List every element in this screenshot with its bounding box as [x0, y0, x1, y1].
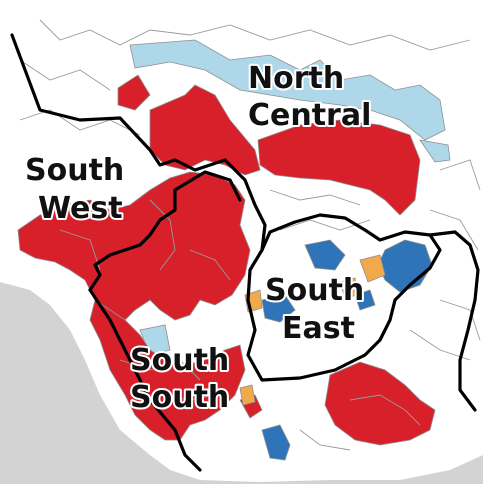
lga-dark-blue: [261, 424, 291, 461]
south-east-boundary: [246, 213, 442, 382]
label-south-south-line1: South: [130, 343, 229, 378]
label-south-west-line2: West: [38, 191, 123, 226]
lga-dark-blue: [304, 239, 346, 271]
label-south-west-line1: South: [25, 153, 124, 188]
lga-red: [324, 361, 436, 446]
south-west-boundary: [10, 33, 267, 252]
lga-red: [149, 84, 261, 176]
lga-orange: [359, 254, 386, 283]
lga-red: [89, 299, 246, 441]
lga-red: [257, 119, 421, 216]
lga-dark-blue: [354, 289, 376, 311]
lga-orange: [339, 277, 359, 299]
label-south-south-line2: South: [130, 380, 229, 415]
south-south-west-edge: [88, 288, 202, 472]
lga-light-blue: [419, 139, 451, 163]
region-labels: North Central South West South East Sout…: [23, 59, 373, 417]
lga-orange: [239, 384, 256, 406]
label-south-east-line1: South: [265, 273, 364, 308]
lga-red: [117, 74, 151, 111]
lga-light-blue: [129, 39, 446, 141]
label-north-central-line1: North: [248, 61, 344, 96]
south-south-boundary: [88, 170, 242, 292]
south-south-east-boundary: [428, 230, 480, 412]
label-north-central-line2: Central: [248, 98, 371, 133]
zone-boundaries: [10, 33, 480, 472]
dark-blue-lgas: [261, 239, 433, 461]
label-south-east-line2: East: [282, 311, 355, 346]
lga-dark-blue: [261, 294, 296, 323]
